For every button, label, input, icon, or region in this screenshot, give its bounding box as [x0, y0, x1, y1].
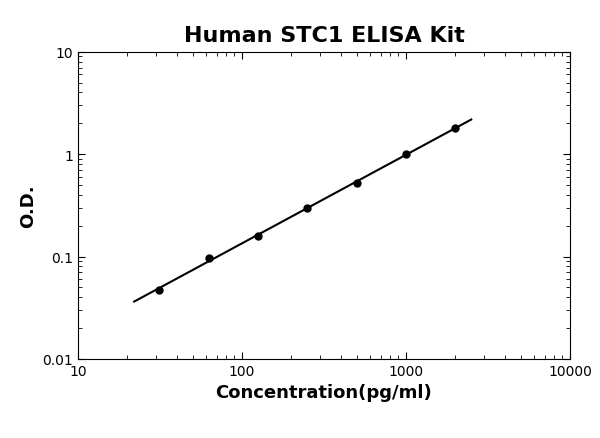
Y-axis label: O.D.: O.D.	[19, 184, 37, 228]
Title: Human STC1 ELISA Kit: Human STC1 ELISA Kit	[184, 25, 464, 46]
X-axis label: Concentration(pg/ml): Concentration(pg/ml)	[215, 384, 433, 402]
Point	[401, 151, 411, 158]
Point	[352, 180, 361, 187]
Point	[204, 255, 214, 262]
Point	[253, 233, 263, 240]
Point	[154, 287, 164, 294]
Point	[302, 205, 312, 212]
Point	[451, 125, 460, 132]
